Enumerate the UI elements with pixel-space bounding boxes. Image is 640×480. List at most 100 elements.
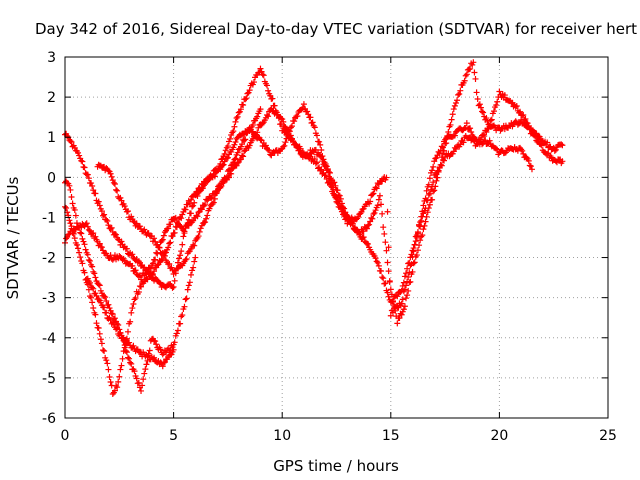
- data-point: [67, 220, 74, 227]
- data-point: [519, 147, 526, 154]
- data-point: [341, 205, 348, 212]
- data-point: [387, 312, 394, 319]
- data-point: [436, 150, 443, 157]
- data-point: [140, 376, 147, 383]
- x-tick-label: 20: [490, 428, 508, 444]
- data-point: [304, 108, 311, 115]
- data-point: [457, 87, 464, 94]
- data-point: [102, 294, 109, 301]
- data-point: [551, 147, 558, 154]
- data-point: [178, 248, 185, 255]
- data-point: [451, 132, 458, 139]
- x-tick-label: 15: [382, 428, 400, 444]
- data-point: [257, 106, 264, 113]
- data-point: [139, 382, 146, 389]
- data-point: [448, 116, 455, 123]
- data-point: [69, 200, 76, 207]
- data-point: [71, 144, 78, 151]
- data-point: [389, 309, 396, 316]
- data-point: [413, 252, 420, 259]
- data-point: [512, 103, 519, 110]
- data-point: [271, 102, 278, 109]
- data-point: [75, 149, 82, 156]
- data-point: [426, 190, 433, 197]
- chart-title: Day 342 of 2016, Sidereal Day-to-day VTE…: [35, 20, 637, 38]
- data-point: [132, 267, 139, 274]
- data-point: [218, 183, 225, 190]
- data-point: [84, 171, 91, 178]
- data-point: [400, 279, 407, 286]
- data-point: [456, 90, 463, 97]
- data-point: [378, 268, 385, 275]
- data-point: [322, 162, 329, 169]
- data-point: [77, 229, 84, 236]
- y-axis-label: SDTVAR / TECUs: [4, 176, 22, 299]
- data-point: [95, 281, 102, 288]
- data-point: [394, 303, 401, 310]
- data-point: [104, 218, 111, 225]
- data-point: [130, 300, 137, 307]
- data-point: [422, 218, 429, 225]
- data-point: [123, 349, 130, 356]
- data-point: [204, 212, 211, 219]
- data-point: [101, 304, 108, 311]
- data-point: [426, 175, 433, 182]
- data-point: [407, 254, 414, 261]
- data-point: [177, 320, 184, 327]
- data-point: [408, 251, 415, 258]
- data-point: [283, 135, 290, 142]
- data-point: [349, 220, 356, 227]
- data-point: [195, 233, 202, 240]
- data-point: [109, 311, 116, 318]
- data-point: [97, 336, 104, 343]
- data-point: [254, 129, 261, 136]
- data-point: [266, 147, 273, 154]
- data-point: [487, 117, 494, 124]
- data-point: [167, 221, 174, 228]
- data-point: [219, 162, 226, 169]
- data-point: [159, 363, 166, 370]
- data-point: [76, 249, 83, 256]
- data-point: [265, 113, 272, 120]
- data-point: [386, 277, 393, 284]
- data-point: [414, 228, 421, 235]
- data-point: [363, 225, 370, 232]
- data-point: [429, 183, 436, 190]
- data-point: [490, 108, 497, 115]
- y-tick-label: 1: [47, 130, 56, 146]
- data-point: [181, 228, 188, 235]
- data-point: [86, 257, 93, 264]
- data-point: [89, 284, 96, 291]
- data-point: [486, 137, 493, 144]
- data-point: [280, 143, 287, 150]
- data-point: [250, 79, 257, 86]
- data-point: [457, 141, 464, 148]
- data-point: [211, 173, 218, 180]
- data-point: [291, 118, 298, 125]
- data-point: [488, 116, 495, 123]
- data-point: [178, 223, 185, 230]
- data-point: [66, 182, 73, 189]
- data-point: [79, 235, 86, 242]
- data-point: [419, 232, 426, 239]
- data-point: [96, 240, 103, 247]
- data-point: [318, 166, 325, 173]
- data-point: [413, 232, 420, 239]
- data-point: [380, 224, 387, 231]
- data-point: [404, 278, 411, 285]
- data-point: [73, 241, 80, 248]
- data-point: [119, 334, 126, 341]
- data-point: [418, 217, 425, 224]
- data-point: [424, 209, 431, 216]
- data-point: [149, 260, 156, 267]
- data-point: [331, 179, 338, 186]
- data-point: [194, 213, 201, 220]
- data-point: [450, 106, 457, 113]
- data-point: [262, 142, 269, 149]
- data-point: [396, 315, 403, 322]
- data-point: [358, 208, 365, 215]
- data-point: [127, 359, 134, 366]
- data-point: [424, 197, 431, 204]
- data-point: [141, 370, 148, 377]
- data-point: [311, 155, 318, 162]
